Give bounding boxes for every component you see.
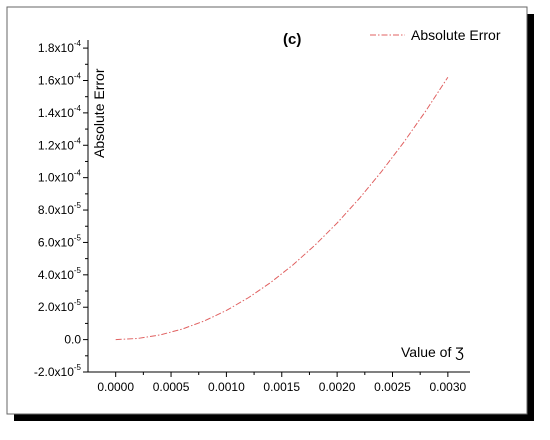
y-tick-exponent: -5 xyxy=(74,233,82,242)
y-tick-exponent: -4 xyxy=(74,71,82,80)
y-axis-label: Absolute Error xyxy=(91,68,107,158)
x-axis-ticks: 0.0000 0.0005 0.0010 0.0015 0.0020 0.0025 0.00… xyxy=(97,372,467,394)
y-tick-exponent: -5 xyxy=(74,363,82,372)
y-tick-exponent: -5 xyxy=(74,266,82,275)
y-tick-label: 1.8x10-4 xyxy=(38,39,82,55)
y-tick-mantissa: 1.6x10 xyxy=(38,73,74,87)
x-tick-label: 0.0025 xyxy=(374,380,411,394)
y-tick-mantissa: 2.0x10 xyxy=(38,300,74,314)
y-axis-ticks: -2.0x10-50.02.0x10-54.0x10-56.0x10-58.0x… xyxy=(34,39,88,379)
panel-label: (c) xyxy=(283,31,301,48)
y-tick-mantissa: 8.0x10 xyxy=(38,203,74,217)
y-tick-label: 6.0x10-5 xyxy=(38,233,82,249)
frame xyxy=(6,6,528,415)
legend-label: Absolute Error xyxy=(411,27,501,43)
y-tick-exponent: -4 xyxy=(74,136,82,145)
x-tick-label: 0.0005 xyxy=(153,380,190,394)
y-tick-mantissa: 1.2x10 xyxy=(38,138,74,152)
y-tick-label: 1.0x10-4 xyxy=(38,169,82,185)
legend: Absolute Error xyxy=(370,27,501,43)
y-tick-mantissa: 4.0x10 xyxy=(38,268,74,282)
y-tick-label: 1.4x10-4 xyxy=(38,104,82,120)
y-tick-label: 2.0x10-5 xyxy=(38,298,82,314)
y-tick-label: 1.2x10-4 xyxy=(38,136,82,152)
x-tick-label: 0.0000 xyxy=(97,380,134,394)
y-tick-exponent: -4 xyxy=(74,169,82,178)
y-tick-label: 4.0x10-5 xyxy=(38,266,82,282)
x-tick-label: 0.0030 xyxy=(430,380,467,394)
y-tick-label: 0.0 xyxy=(64,333,81,347)
x-tick-label: 0.0015 xyxy=(263,380,300,394)
y-tick-exponent: -5 xyxy=(74,298,82,307)
y-tick-label: 8.0x10-5 xyxy=(38,201,82,217)
x-axis-label: Value of Ʒ xyxy=(401,344,464,360)
y-tick-label: -2.0x10-5 xyxy=(34,363,82,379)
y-tick-mantissa: 1.8x10 xyxy=(38,41,74,55)
y-tick-mantissa: 6.0x10 xyxy=(38,235,74,249)
x-tick-label: 0.0020 xyxy=(319,380,356,394)
y-tick-exponent: -4 xyxy=(74,39,82,48)
x-tick-label: 0.0010 xyxy=(208,380,245,394)
y-tick-exponent: -5 xyxy=(74,201,82,210)
y-tick-mantissa: 1.4x10 xyxy=(38,106,74,120)
y-tick-mantissa: -2.0x10 xyxy=(34,365,74,379)
y-tick-exponent: -4 xyxy=(74,104,82,113)
y-tick-mantissa: 1.0x10 xyxy=(38,171,74,185)
y-tick-label: 1.6x10-4 xyxy=(38,71,82,87)
